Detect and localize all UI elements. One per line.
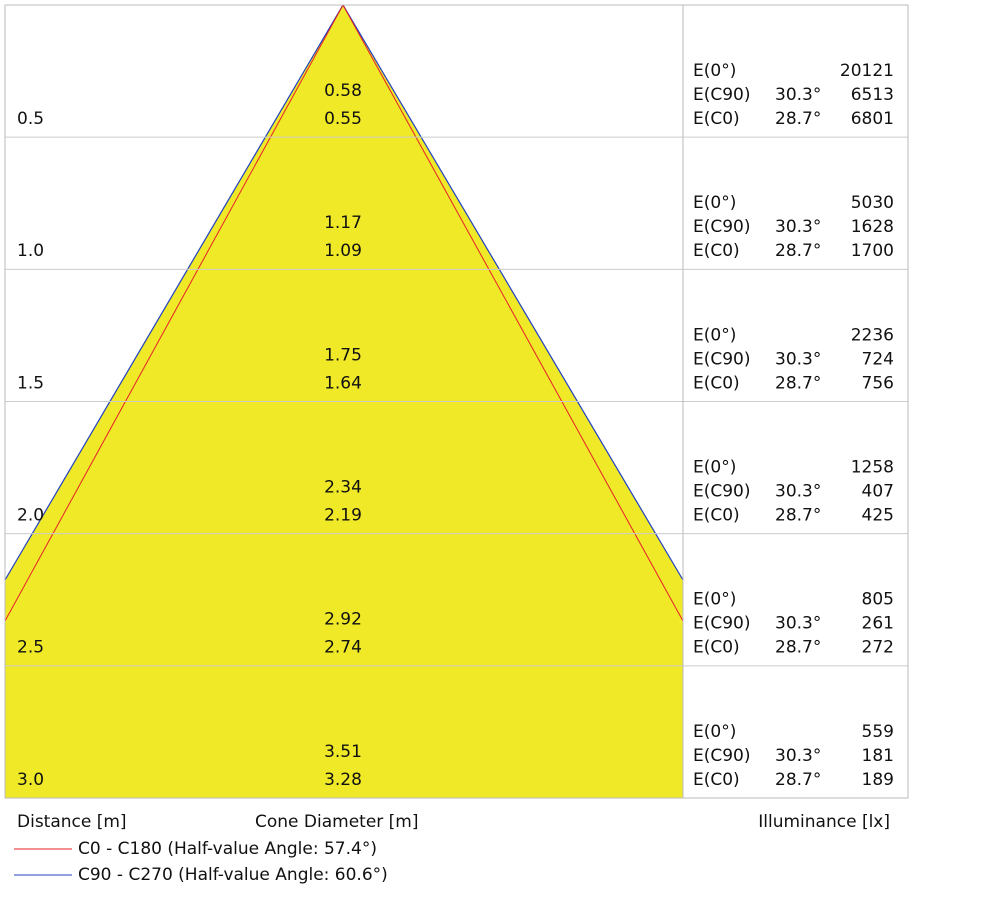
- illuminance-label: E(0°): [693, 193, 736, 213]
- illuminance-angle: 28.7°: [775, 109, 821, 129]
- illuminance-angle: 28.7°: [775, 506, 821, 526]
- c90-edge: [342, 5, 683, 581]
- illuminance-label: E(0°): [693, 458, 736, 478]
- illuminance-label: E(C0): [693, 770, 740, 790]
- distance: 1.5: [17, 373, 44, 393]
- diameter-c0: 1.64: [324, 373, 362, 393]
- diameter-c90: 0.58: [324, 81, 362, 101]
- illuminance-angle: 30.3°: [775, 746, 821, 766]
- illuminance-label: E(0°): [693, 722, 736, 742]
- illuminance-label: E(C0): [693, 109, 740, 129]
- illuminance-label: E(C90): [693, 349, 751, 369]
- grid: [5, 136, 908, 667]
- illuminance-label: E(C90): [693, 85, 751, 105]
- illuminance-angle: 30.3°: [775, 85, 821, 105]
- illuminance-angle: 28.7°: [775, 241, 821, 261]
- illuminance-angle: 30.3°: [775, 349, 821, 369]
- illuminance-angle: 28.7°: [775, 770, 821, 790]
- illuminance-value: 805: [862, 590, 894, 610]
- illuminance-value: 1258: [851, 458, 894, 478]
- legend: C0 - C180 (Half-value Angle: 57.4°) C90 -…: [14, 839, 388, 885]
- illuminance-value: 181: [862, 746, 894, 766]
- illuminance-value: 272: [862, 638, 894, 658]
- illuminance-label: Illuminance [lx]: [758, 812, 890, 832]
- diameter-c90: 2.92: [324, 610, 362, 630]
- illuminance-value: 756: [862, 373, 894, 393]
- illuminance-label: E(C0): [693, 506, 740, 526]
- illuminance-label: E(C90): [693, 746, 751, 766]
- illuminance-label: E(C90): [693, 614, 751, 634]
- illuminance-label: E(C0): [693, 241, 740, 261]
- illuminance-angle: 28.7°: [775, 373, 821, 393]
- diameter-c0: 0.55: [324, 109, 362, 129]
- illuminance-angle: 30.3°: [775, 614, 821, 634]
- illuminance-value: 1628: [851, 217, 894, 237]
- illuminance-angle: 30.3°: [775, 217, 821, 237]
- diameter-c0: 1.09: [324, 241, 362, 261]
- distance: 3.0: [17, 770, 44, 790]
- illuminance-value: 2236: [851, 325, 894, 345]
- distance-label: Distance [m]: [17, 812, 127, 832]
- diameter-c90: 3.51: [324, 742, 362, 762]
- diameter-c0: 2.74: [324, 638, 362, 658]
- diameter-c90: 2.34: [324, 478, 362, 498]
- c90-edge: [5, 5, 344, 581]
- illuminance-value: 6513: [851, 85, 894, 105]
- diameter-c90: 1.17: [324, 213, 362, 233]
- illuminance-value: 724: [862, 349, 894, 369]
- diameter-label: Cone Diameter [m]: [255, 812, 419, 832]
- distance: 2.0: [17, 506, 44, 526]
- illuminance-angle: 30.3°: [775, 482, 821, 502]
- distance: 0.5: [17, 109, 44, 129]
- illuminance-label: E(C0): [693, 638, 740, 658]
- illuminance-label: E(C90): [693, 482, 751, 502]
- illuminance-label: E(C0): [693, 373, 740, 393]
- distance: 1.0: [17, 241, 44, 261]
- legend-label: C90 - C270 (Half-value Angle: 60.6°): [78, 865, 388, 885]
- illuminance-value: 559: [862, 722, 894, 742]
- diameter-c90: 1.75: [324, 345, 362, 365]
- illuminance-value: 6801: [851, 109, 894, 129]
- illuminance-value: 407: [862, 482, 894, 502]
- c0-edge: [342, 5, 683, 622]
- illuminance-value: 1700: [851, 241, 894, 261]
- c0-edge: [5, 5, 344, 622]
- illuminance-label: E(0°): [693, 590, 736, 610]
- frame: [4, 4, 909, 799]
- illuminance-value: 261: [862, 614, 894, 634]
- rows: 0.5 0.58 0.55 E(0°) 20121 E(C90) 30.3° 6513 E(C0…: [17, 61, 894, 790]
- illuminance-label: E(0°): [693, 61, 736, 81]
- illuminance-value: 189: [862, 770, 894, 790]
- illuminance-value: 20121: [840, 61, 894, 81]
- illuminance-value: 425: [862, 506, 894, 526]
- illuminance-value: 5030: [851, 193, 894, 213]
- diameter-c0: 2.19: [324, 506, 362, 526]
- distance: 2.5: [17, 638, 44, 658]
- illuminance-label: E(0°): [693, 325, 736, 345]
- illuminance-label: E(C90): [693, 217, 751, 237]
- legend-label: C0 - C180 (Half-value Angle: 57.4°): [78, 839, 377, 859]
- illuminance-angle: 28.7°: [775, 638, 821, 658]
- diameter-c0: 3.28: [324, 770, 362, 790]
